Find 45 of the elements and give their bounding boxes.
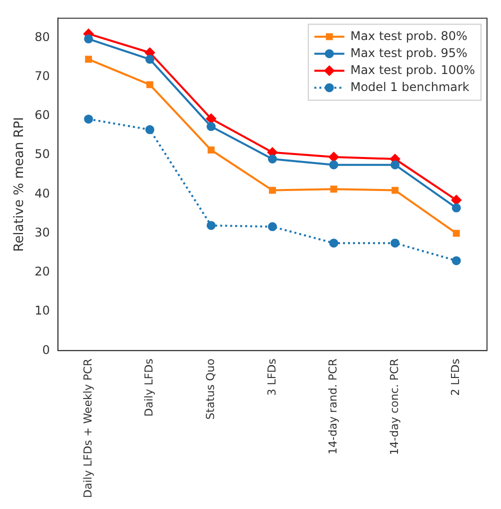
point — [268, 154, 277, 164]
y-tick-label: 80 — [34, 30, 50, 44]
point — [328, 152, 339, 162]
point — [145, 125, 154, 134]
point — [452, 203, 461, 212]
point — [206, 114, 216, 124]
legend-label: Max test prob. 95% — [350, 46, 468, 60]
point — [268, 222, 277, 232]
y-tick-label: 40 — [34, 186, 50, 200]
point — [84, 34, 94, 44]
point — [146, 81, 154, 88]
point — [206, 220, 216, 230]
legend-label: Max test prob. 100% — [350, 62, 476, 77]
point — [392, 186, 399, 194]
x-tick-label: Status Quo — [204, 358, 217, 420]
x-tick-label: 3 LFDs — [265, 358, 278, 396]
x-tick-label: Daily LFDs + Weekly PCR — [81, 358, 94, 498]
point — [329, 160, 338, 170]
y-tick-label: 60 — [34, 108, 50, 122]
point — [390, 238, 400, 248]
legend-label: Max test prob. 80% — [350, 28, 468, 43]
y-tick-label: 0 — [42, 342, 50, 357]
point — [84, 114, 94, 124]
point — [452, 230, 460, 237]
y-axis-title: Relative % mean RPI — [12, 117, 28, 252]
point — [452, 256, 461, 266]
y-tick-label: 50 — [34, 147, 50, 162]
point — [390, 160, 400, 170]
x-tick-label: Daily LFDs — [142, 358, 156, 417]
point — [329, 238, 338, 248]
x-tick-label: 14-day conc. PCR — [388, 358, 401, 456]
y-tick-label: 10 — [34, 304, 50, 318]
point — [268, 186, 276, 194]
y-tick-label: 70 — [34, 68, 50, 83]
point — [206, 122, 216, 132]
x-tick-label: 2 LFDs — [449, 358, 462, 396]
legend-label: Model 1 benchmark — [350, 80, 470, 94]
point — [85, 56, 92, 63]
x-tick-label: 14-day rand. PCR — [326, 358, 340, 455]
y-tick-label: 30 — [34, 225, 50, 240]
point — [208, 146, 215, 154]
point — [451, 195, 462, 206]
point — [330, 186, 338, 193]
y-tick-label: 20 — [34, 264, 50, 279]
point — [145, 54, 154, 64]
